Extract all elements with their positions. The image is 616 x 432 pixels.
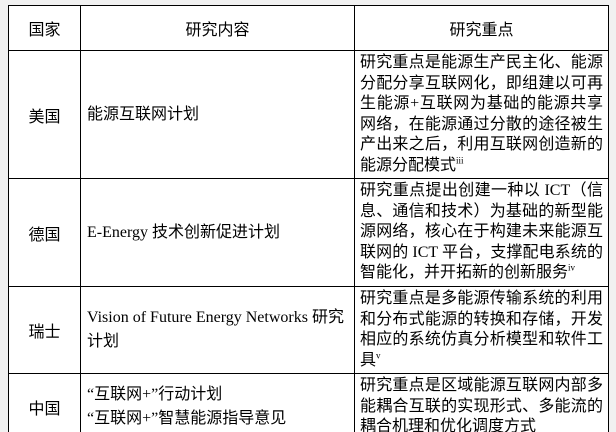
- content-line: Vision of Future Energy Networks 研究计划: [87, 309, 344, 350]
- focus-cell: 研究重点提出创建一种以 ICT（信息、通信和技术）为基础的新型能源网络，核心在于…: [354, 178, 609, 287]
- header-country: 国家: [8, 5, 81, 51]
- country-cell: 德国: [8, 178, 81, 287]
- content-cell: “互联网+”行动计划 “互联网+”智慧能源指导意见: [80, 373, 355, 432]
- content-cell: 能源互联网计划: [80, 50, 355, 179]
- table-row-china: 中国 “互联网+”行动计划 “互联网+”智慧能源指导意见 研究重点是区域能源互联…: [8, 373, 609, 432]
- country-cell: 美国: [8, 50, 81, 179]
- focus-text: 研究重点是能源生产民主化、能源分配分享互联网化，即组建以可再生能源+互联网为基础…: [360, 54, 603, 174]
- header-research-focus: 研究重点: [354, 5, 609, 51]
- focus-cell: 研究重点是区域能源互联网内部多能耦合互联的实现形式、多能流的耦合机理和优化调度方…: [354, 373, 609, 432]
- content-line: “互联网+”智慧能源指导意见: [87, 409, 287, 427]
- table-row-switzerland: 瑞士 Vision of Future Energy Networks 研究计划…: [8, 286, 609, 374]
- footnote-marker: iii: [456, 155, 464, 166]
- header-research-content: 研究内容: [80, 5, 355, 51]
- footnote-marker: iv: [568, 262, 576, 273]
- focus-text: 研究重点是多能源传输系统的利用和分布式能源的转换和存储，开发相应的系统仿真分析模…: [360, 290, 603, 369]
- content-cell: Vision of Future Energy Networks 研究计划: [80, 286, 355, 374]
- content-line: E-Energy 技术创新促进计划: [87, 223, 281, 241]
- focus-cell: 研究重点是多能源传输系统的利用和分布式能源的转换和存储，开发相应的系统仿真分析模…: [354, 286, 609, 374]
- table-row-usa: 美国 能源互联网计划 研究重点是能源生产民主化、能源分配分享互联网化，即组建以可…: [8, 50, 609, 179]
- footnote-marker: v: [376, 350, 381, 361]
- table-row-germany: 德国 E-Energy 技术创新促进计划 研究重点提出创建一种以 ICT（信息、…: [8, 178, 609, 287]
- focus-text: 研究重点提出创建一种以 ICT（信息、通信和技术）为基础的新型能源网络，核心在于…: [360, 182, 603, 281]
- country-cell: 瑞士: [8, 286, 81, 374]
- table-header-row: 国家 研究内容 研究重点: [8, 5, 609, 51]
- research-comparison-table: 国家 研究内容 研究重点 美国 能源互联网计划 研究重点是能源生产民主化、能源分…: [8, 5, 609, 432]
- focus-text: 研究重点是区域能源互联网内部多能耦合互联的实现形式、多能流的耦合机理和优化调度方…: [360, 377, 603, 432]
- content-line: “互联网+”行动计划: [87, 385, 223, 403]
- content-line: 能源互联网计划: [87, 105, 200, 123]
- country-cell: 中国: [8, 373, 81, 432]
- content-cell: E-Energy 技术创新促进计划: [80, 178, 355, 287]
- focus-cell: 研究重点是能源生产民主化、能源分配分享互联网化，即组建以可再生能源+互联网为基础…: [354, 50, 609, 179]
